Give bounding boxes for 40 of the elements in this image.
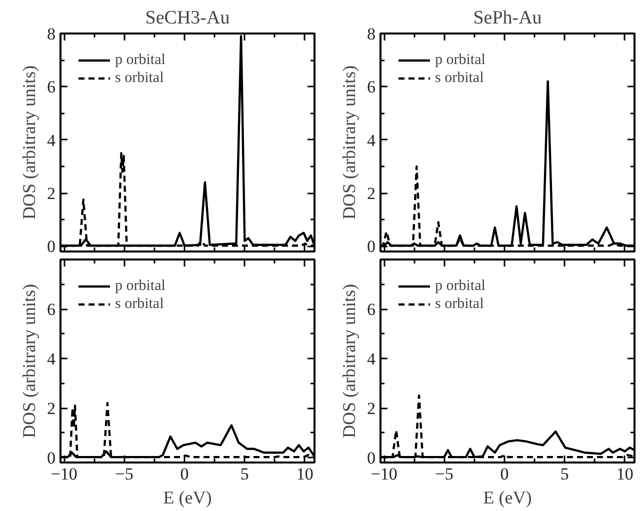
x-axis-title: E (eV) <box>483 488 532 508</box>
y-axis-title: DOS (arbitrary units) <box>19 284 39 438</box>
y-axis-title: DOS (arbitrary units) <box>339 66 359 220</box>
x-axis-title: E (eV) <box>163 488 212 508</box>
y-tick-label: 6 <box>47 78 56 97</box>
legend-label: s orbital <box>115 69 164 87</box>
legend-label: s orbital <box>435 69 484 87</box>
x-tick-label: 5 <box>560 464 569 484</box>
x-tick-label: 0 <box>500 464 509 484</box>
y-tick-label: 2 <box>47 184 56 204</box>
chart-title: SePh-Au <box>473 8 542 28</box>
y-tick-label: 6 <box>47 300 56 320</box>
y-tick-label: 6 <box>367 78 376 97</box>
legend-label: s orbital <box>435 295 484 313</box>
legend-label: p orbital <box>115 51 166 69</box>
x-tick-label: 10 <box>296 464 314 484</box>
y-axis-title: DOS (arbitrary units) <box>19 66 39 220</box>
y-tick-label: 4 <box>47 350 56 369</box>
x-tick-label: 0 <box>180 464 189 484</box>
y-tick-label: 4 <box>47 130 56 150</box>
x-tick-label: 5 <box>240 464 249 484</box>
legend-label: s orbital <box>115 295 164 313</box>
y-tick-label: 4 <box>367 350 376 369</box>
legend-label: p orbital <box>115 277 166 295</box>
y-tick-label: 8 <box>47 24 56 44</box>
y-tick-label: 2 <box>367 399 376 418</box>
legend-label: p orbital <box>435 277 486 295</box>
legend-label: p orbital <box>435 51 486 69</box>
x-tick-label: −5 <box>435 464 454 484</box>
x-tick-label: −5 <box>115 464 134 484</box>
y-tick-label: 2 <box>47 399 56 418</box>
y-tick-label: 4 <box>367 130 376 150</box>
y-tick-label: 8 <box>367 24 376 44</box>
y-tick-label: 6 <box>367 300 376 320</box>
chart-title: SeCH3-Au <box>145 8 230 28</box>
y-axis-title: DOS (arbitrary units) <box>339 284 359 438</box>
y-tick-label: 0 <box>367 237 376 256</box>
y-tick-label: 2 <box>367 184 376 204</box>
x-tick-label: 10 <box>616 464 634 484</box>
y-tick-label: 0 <box>47 237 56 256</box>
